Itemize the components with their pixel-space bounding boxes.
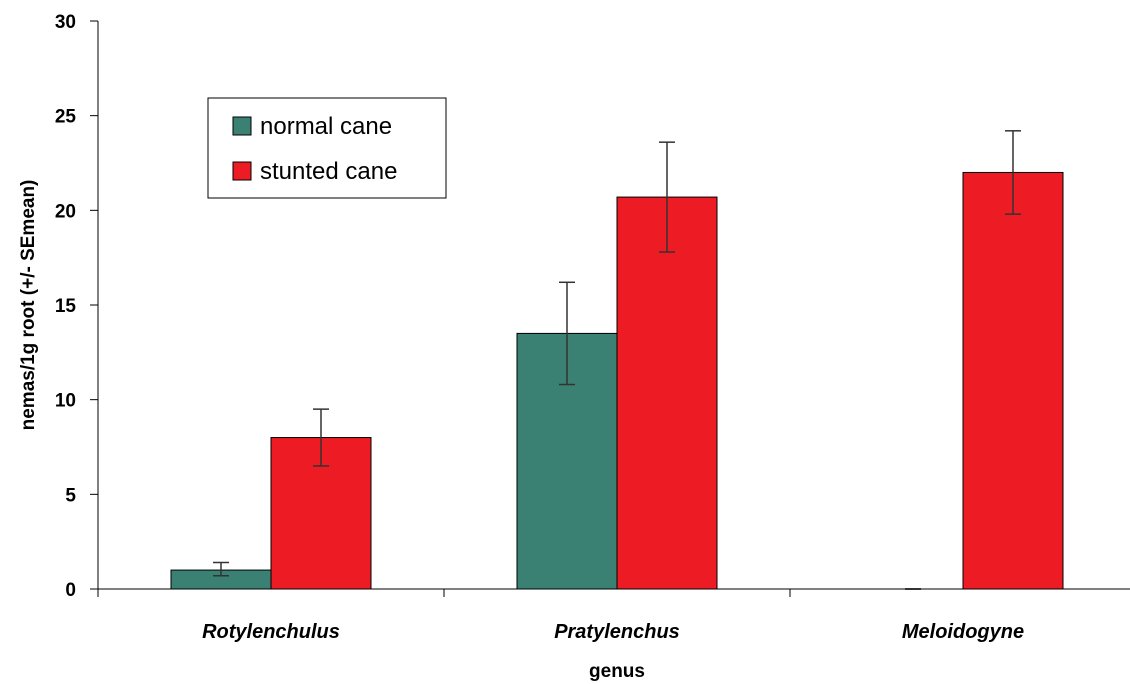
y-tick-label: 0	[65, 580, 76, 601]
y-tick-label: 15	[55, 296, 77, 317]
legend-box	[207, 97, 447, 199]
y-axis: 0 5 10 15 20 25 30	[55, 12, 99, 601]
error-bar-normal-cane-rotylenchulus	[213, 561, 229, 577]
x-category-label-meloidogyne: Meloidogyne	[902, 621, 1024, 643]
x-axis-title: genus	[589, 661, 645, 682]
error-bar-stunted-cane-pratylenchus	[659, 141, 675, 253]
x-category-label-pratylenchus: Pratylenchus	[554, 621, 680, 643]
bar-stunted-cane-pratylenchus	[616, 196, 718, 590]
y-tick-label: 30	[55, 12, 76, 33]
y-axis-title: nemas/1g root (+/- SEmean)	[18, 180, 39, 431]
legend: normal cane stunted cane	[207, 97, 447, 199]
y-tick-label: 25	[55, 107, 77, 128]
legend-swatch-normal-cane	[232, 116, 252, 136]
x-axis: Rotylenchulus Pratylenchus Meloidogyne	[97, 588, 1130, 643]
error-bars	[213, 130, 1021, 577]
x-category-label-rotylenchulus: Rotylenchulus	[202, 621, 340, 643]
legend-swatch-stunted-cane	[232, 161, 252, 181]
bar-stunted-cane-meloidogyne	[962, 171, 1064, 590]
legend-label-stunted-cane: stunted cane	[260, 158, 397, 185]
y-tick-label: 5	[65, 485, 76, 506]
error-bar-stunted-cane-meloidogyne	[1005, 130, 1021, 215]
y-tick-label: 10	[55, 391, 76, 412]
bars	[170, 171, 1064, 590]
legend-label-normal-cane: normal cane	[260, 113, 392, 140]
y-tick-label: 20	[55, 201, 76, 222]
error-bar-normal-cane-pratylenchus	[559, 281, 575, 386]
error-bar-stunted-cane-rotylenchulus	[313, 408, 329, 467]
